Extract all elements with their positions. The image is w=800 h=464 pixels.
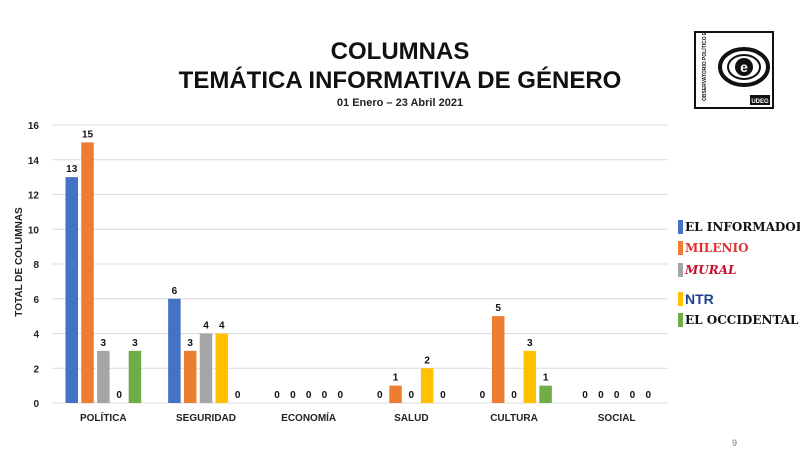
y-tick-label: 10 [28,225,40,236]
data-label: 0 [274,390,280,401]
data-label: 3 [527,338,533,349]
legend-item: MILENIO [678,238,749,258]
legend-swatch [678,220,683,234]
data-label: 4 [203,321,209,332]
data-label: 15 [82,129,94,140]
chart-title-line1: COLUMNAS [330,38,470,65]
data-label: 5 [495,303,501,314]
y-tick-label: 4 [33,330,39,341]
bar [389,385,402,403]
data-label: 3 [187,338,193,349]
bar [97,350,110,403]
y-axis-ticks: 0 2 4 6 8 10 12 14 16 [28,121,40,410]
observatorio-logo: OBSERVATORIO POLÍTICO ELECTORAL e UDEG [694,31,774,109]
data-label: 0 [409,390,415,401]
legend-swatch [678,241,683,255]
data-label: 0 [511,390,517,401]
data-label: 0 [235,390,241,401]
data-label: 0 [440,390,446,401]
data-label: 0 [480,390,486,401]
data-label: 1 [393,373,399,384]
data-label: 3 [132,338,138,349]
y-tick-label: 16 [28,121,40,132]
y-tick-label: 0 [33,399,39,410]
data-label: 0 [582,390,588,401]
y-tick-label: 8 [33,260,39,271]
bars [65,142,552,403]
data-label: 3 [101,338,107,349]
bar [491,316,505,403]
x-axis-ticks: POLÍTICA SEGURIDAD ECONOMÍA SALUD CULTURA SOC… [80,411,636,424]
data-label: 13 [66,164,78,175]
data-label: 4 [219,321,225,332]
data-label: 1 [543,373,549,384]
eye-e-icon: e [718,47,770,87]
legend-label: EL INFORMADOR [685,220,800,234]
legend-item: EL INFORMADOR [678,217,800,237]
bar [81,142,94,403]
chart-title-line2: TEMÁTICA INFORMATIVA DE GÉNERO [178,67,622,94]
data-label: 0 [614,390,620,401]
legend-label: NTR [685,291,714,307]
legend-label: MURAL [685,263,737,277]
data-label: 0 [116,390,122,401]
bar [65,177,78,403]
gridlines [52,124,668,404]
x-tick-label: ECONOMÍA [281,411,336,424]
legend-label: MILENIO [685,241,749,255]
chart-subtitle: 01 Enero – 23 Abril 2021 [336,97,464,109]
data-label: 0 [377,390,383,401]
x-tick-label: POLÍTICA [80,411,127,424]
data-label: 0 [598,390,604,401]
bar [215,333,229,403]
y-tick-label: 14 [28,156,40,167]
svg-text:e: e [740,59,748,75]
bar [168,298,181,403]
data-label: 0 [337,390,343,401]
bar [420,368,434,403]
y-tick-label: 6 [33,295,39,306]
bar [199,333,213,403]
data-label: 0 [322,390,328,401]
legend-item: NTR [678,289,714,309]
y-axis-label: TOTAL DE COLUMNAS [14,207,25,317]
legend-item: MURAL [678,260,736,280]
data-label: 2 [424,355,430,366]
data-label: 0 [290,390,296,401]
legend-swatch [678,313,683,327]
x-tick-label: CULTURA [490,413,538,424]
x-tick-label: SALUD [394,413,428,424]
bar [539,385,552,403]
bar [183,350,197,403]
y-tick-label: 12 [28,191,40,202]
x-tick-label: SEGURIDAD [176,413,236,424]
legend-label: EL OCCIDENTAL [685,313,799,327]
legend-swatch [678,263,683,277]
bar [128,350,142,403]
legend-item: EL OCCIDENTAL [678,310,798,330]
data-label: 0 [645,390,651,401]
bar [523,350,537,403]
logo-badge: UDEG [751,99,769,105]
logo-text: OBSERVATORIO POLÍTICO ELECTORAL [700,31,708,101]
x-tick-label: SOCIAL [598,413,636,424]
data-label: 6 [172,286,178,297]
data-label: 0 [630,390,636,401]
legend-swatch [678,292,683,306]
y-tick-label: 2 [33,364,39,375]
data-label: 0 [306,390,312,401]
page-number: 9 [732,438,738,448]
